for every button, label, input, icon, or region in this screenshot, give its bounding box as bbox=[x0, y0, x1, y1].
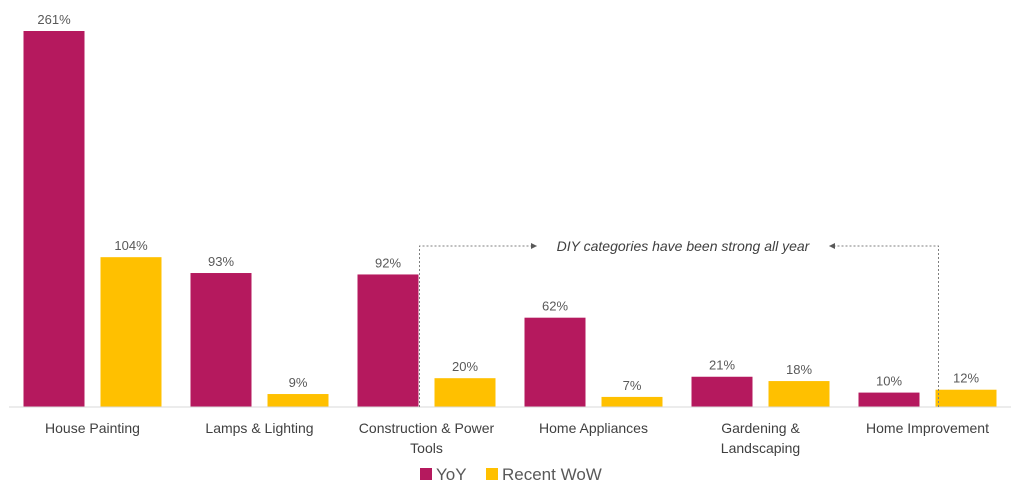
bar-yoy bbox=[524, 317, 586, 407]
category-label: Gardening & bbox=[721, 420, 800, 436]
value-label: 62% bbox=[542, 299, 568, 314]
bar-yoy bbox=[357, 274, 419, 407]
value-label: 12% bbox=[953, 371, 979, 386]
value-label: 261% bbox=[37, 12, 71, 27]
category-label: Lamps & Lighting bbox=[205, 420, 313, 436]
bar-recent-wow bbox=[100, 257, 162, 407]
category-labels-group: House Painting Lamps & Lighting Constructi… bbox=[45, 420, 989, 456]
legend-swatch-yoy bbox=[420, 468, 432, 480]
value-label: 10% bbox=[876, 374, 902, 389]
bar-yoy bbox=[691, 376, 753, 407]
value-label: 104% bbox=[114, 238, 148, 253]
value-labels-group: 261% 104% 93% 9% 92% 20% 62% 7% 21% 18% 10% 12% bbox=[37, 12, 979, 393]
value-label: 18% bbox=[786, 362, 812, 377]
annotation-left-line bbox=[419, 243, 537, 407]
legend-label: Recent WoW bbox=[502, 465, 602, 484]
value-label: 93% bbox=[208, 254, 234, 269]
annotation-text: DIY categories have been strong all year bbox=[557, 238, 811, 254]
category-label: Home Appliances bbox=[539, 420, 648, 436]
category-label: House Painting bbox=[45, 420, 140, 436]
value-label: 21% bbox=[709, 358, 735, 373]
value-label: 7% bbox=[623, 378, 642, 393]
category-label: Construction & Power bbox=[359, 420, 495, 436]
annotation-right-line bbox=[829, 243, 939, 407]
bar-recent-wow bbox=[267, 394, 329, 407]
category-label: Tools bbox=[410, 440, 443, 456]
bar-recent-wow bbox=[601, 396, 663, 407]
annotation-bracket: DIY categories have been strong all year bbox=[419, 238, 939, 407]
bar-recent-wow bbox=[434, 378, 496, 407]
value-label: 9% bbox=[289, 375, 308, 390]
value-label: 92% bbox=[375, 255, 401, 270]
category-label: Home Improvement bbox=[866, 420, 989, 436]
bar-yoy bbox=[190, 273, 252, 407]
category-label: Landscaping bbox=[721, 440, 800, 456]
legend-label: YoY bbox=[436, 465, 467, 484]
legend-swatch-recent-wow bbox=[486, 468, 498, 480]
value-label: 20% bbox=[452, 359, 478, 374]
bar-yoy bbox=[23, 31, 85, 407]
legend: YoY Recent WoW bbox=[420, 465, 602, 484]
bar-recent-wow bbox=[935, 389, 997, 407]
bar-recent-wow bbox=[768, 381, 830, 407]
bar-yoy bbox=[858, 392, 920, 407]
bars-group bbox=[23, 31, 997, 407]
